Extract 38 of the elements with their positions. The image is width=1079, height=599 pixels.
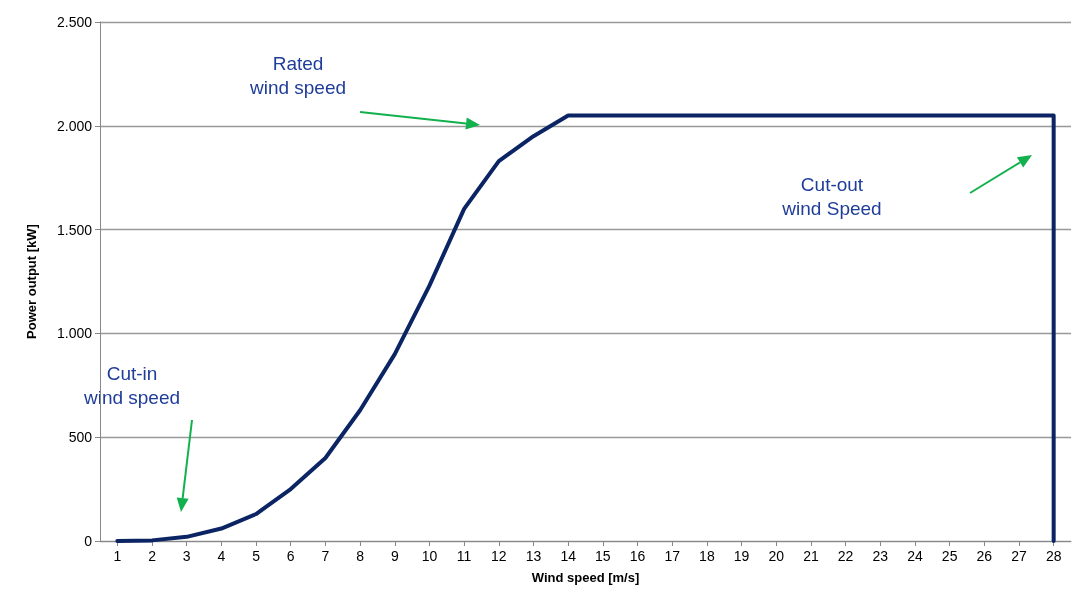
x-tick-label: 2 [148,548,157,564]
x-tick-label: 13 [525,548,542,564]
x-tick-label: 3 [182,548,191,564]
x-tick-label: 17 [664,548,681,564]
y-axis-title: Power output [kW] [24,224,39,339]
x-tick-label: 14 [560,548,577,564]
x-tick-label: 5 [252,548,261,564]
x-tick-label: 4 [217,548,226,564]
x-tick-label: 11 [456,548,472,564]
x-tick-label: 6 [286,548,295,564]
y-tick-label: 2.000 [56,117,93,134]
x-tick-label: 9 [390,548,399,564]
x-tick-label: 20 [768,548,785,564]
y-tick-label: 1.500 [56,221,93,238]
x-tick-label: 18 [699,548,715,564]
y-tick-label: 2.500 [56,14,93,30]
x-tick-label: 8 [356,548,365,564]
x-tick-label: 19 [733,548,750,564]
x-tick-label: 25 [941,548,958,564]
x-tick-label: 7 [321,548,330,564]
y-tick-label: 0 [84,533,93,549]
x-tick-label: 26 [976,548,993,564]
y-tick-label: 1.000 [56,325,93,342]
x-tick-label: 1 [113,548,122,564]
x-tick-label: 15 [595,548,611,564]
x-tick-label: 10 [421,548,438,564]
x-tick-label: 27 [1011,548,1027,564]
annotation: Rated wind speed [248,52,347,98]
x-tick-label: 16 [629,548,646,564]
x-tick-label: 21 [803,548,819,564]
annotation: Cut-out wind Speed [781,173,882,219]
x-tick-label: 12 [491,548,507,564]
x-tick-label: 23 [872,548,889,564]
x-axis-title: Wind speed [m/s] [531,570,640,585]
x-tick-label: 22 [837,548,854,564]
x-tick-label: 24 [907,548,923,564]
y-tick-label: 500 [68,429,93,446]
x-tick-label: 28 [1045,548,1062,564]
